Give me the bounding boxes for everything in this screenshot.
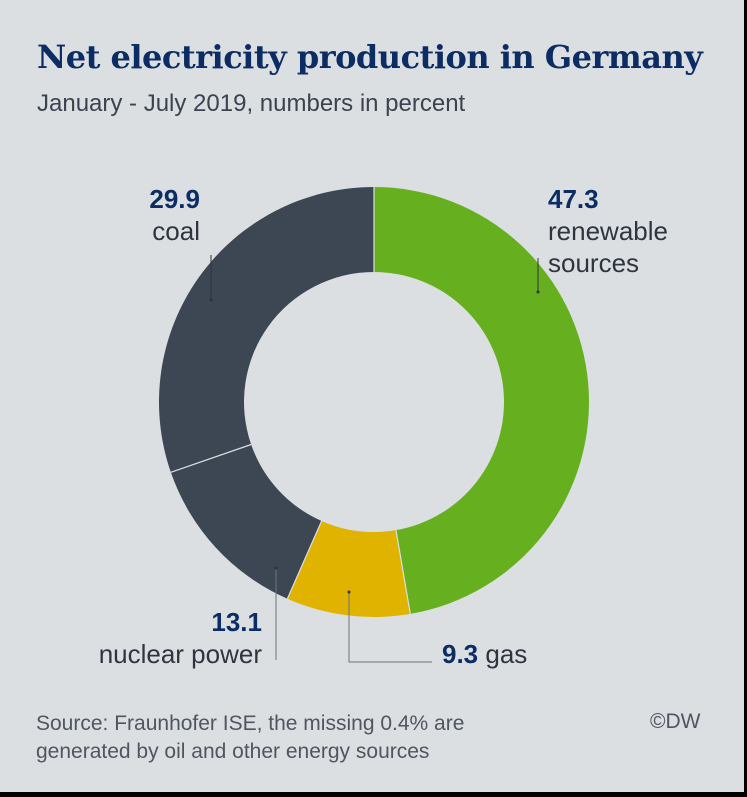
slice-separator	[395, 530, 411, 615]
source-note: Source: Fraunhofer ISE, the missing 0.4%…	[36, 710, 464, 766]
slice-coal	[158, 187, 374, 473]
slice-gas	[287, 520, 411, 617]
source-line-2: generated by oil and other energy source…	[36, 740, 430, 763]
coal-value: 29.9	[149, 184, 200, 214]
nuclear-label: nuclear power	[98, 639, 262, 669]
slice-separator	[286, 520, 323, 600]
renewable-label-2: sources	[548, 248, 640, 278]
renewable-value: 47.3	[548, 184, 599, 214]
chart-subtitle: January - July 2019, numbers in percent	[37, 90, 466, 117]
gas-label: gas	[485, 639, 528, 669]
slice-nuclear-power	[170, 444, 322, 599]
source-line-1: Source: Fraunhofer ISE, the missing 0.4%…	[36, 712, 465, 735]
coal-label: coal	[152, 216, 200, 246]
label-renewable: 47.3 renewable sources	[548, 183, 668, 279]
chart-title: Net electricity production in Germany	[37, 38, 703, 76]
leader-line-gas	[348, 592, 432, 663]
slice-separator	[170, 443, 252, 473]
gas-value: 9.3	[442, 639, 479, 669]
renewable-label-1: renewable	[548, 216, 668, 246]
leader-dot-renewable	[536, 290, 540, 294]
leader-dot-nuclear	[274, 566, 278, 570]
leader-dot-gas	[347, 590, 351, 594]
label-nuclear: 13.1 nuclear power	[60, 606, 262, 670]
leader-dot-coal	[209, 298, 213, 302]
slice-renewable-sources	[374, 187, 589, 614]
copyright: ©DW	[650, 710, 701, 733]
label-gas: 9.3 gas	[442, 638, 527, 670]
nuclear-value: 13.1	[211, 607, 262, 637]
label-coal: 29.9 coal	[140, 183, 200, 247]
